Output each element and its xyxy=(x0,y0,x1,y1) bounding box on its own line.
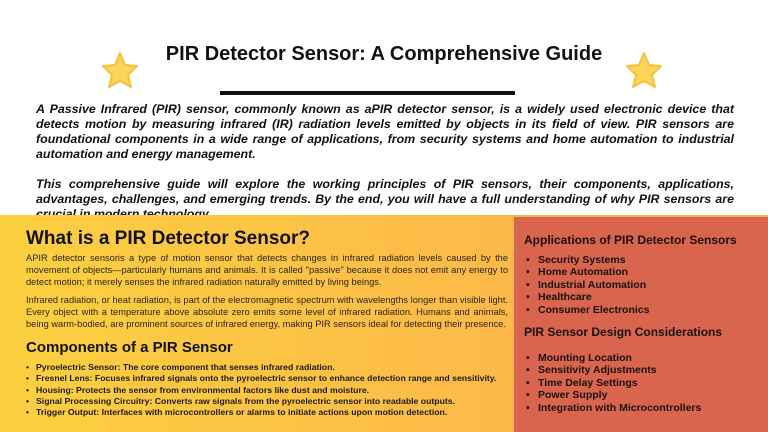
list-item: Pyroelectric Sensor: The core component … xyxy=(26,362,510,374)
left-panel: What is a PIR Detector Sensor? APIR dete… xyxy=(0,215,512,432)
right-panel: Applications of PIR Detector Sensors Sec… xyxy=(512,215,768,432)
intro-paragraph: A Passive Infrared (PIR) sensor, commonl… xyxy=(36,102,734,161)
list-item: Fresnel Lens: Focuses infrared signals o… xyxy=(26,373,510,385)
list-item: Healthcare xyxy=(526,291,649,304)
list-item: Trigger Output: Interfaces with microcon… xyxy=(26,407,510,419)
list-item: Power Supply xyxy=(526,389,701,402)
paragraph: Infrared radiation, or heat radiation, i… xyxy=(26,295,508,329)
list-item: Time Delay Settings xyxy=(526,377,701,390)
components-list: Pyroelectric Sensor: The core component … xyxy=(26,362,510,419)
title-underline xyxy=(220,91,515,95)
list-item: Integration with Microcontrollers xyxy=(526,402,701,415)
list-item: Consumer Electronics xyxy=(526,304,649,317)
applications-list: Security Systems Home Automation Industr… xyxy=(526,254,649,316)
section-heading: What is a PIR Detector Sensor? xyxy=(26,228,311,249)
list-item: Signal Processing Circuitry: Converts ra… xyxy=(26,396,510,408)
star-icon xyxy=(102,52,138,88)
paragraph: APIR detector sensoris a type of motion … xyxy=(26,253,508,287)
design-heading: PIR Sensor Design Considerations xyxy=(524,325,723,339)
list-item: Sensitivity Adjustments xyxy=(526,364,701,377)
list-item: Security Systems xyxy=(526,254,649,267)
list-item: Home Automation xyxy=(526,266,649,279)
list-item: Industrial Automation xyxy=(526,279,649,292)
intro: A Passive Infrared (PIR) sensor, commonl… xyxy=(36,102,734,222)
list-item: Mounting Location xyxy=(526,352,701,365)
what-body: APIR detector sensoris a type of motion … xyxy=(26,252,508,330)
star-icon xyxy=(626,52,662,88)
applications-heading: Applications of PIR Detector Sensors xyxy=(524,233,737,247)
page-title: PIR Detector Sensor: A Comprehensive Gui… xyxy=(165,43,603,65)
components-heading: Components of a PIR Sensor xyxy=(26,339,233,356)
design-list: Mounting Location Sensitivity Adjustment… xyxy=(526,352,701,414)
list-item: Housing: Protects the sensor from enviro… xyxy=(26,385,510,397)
